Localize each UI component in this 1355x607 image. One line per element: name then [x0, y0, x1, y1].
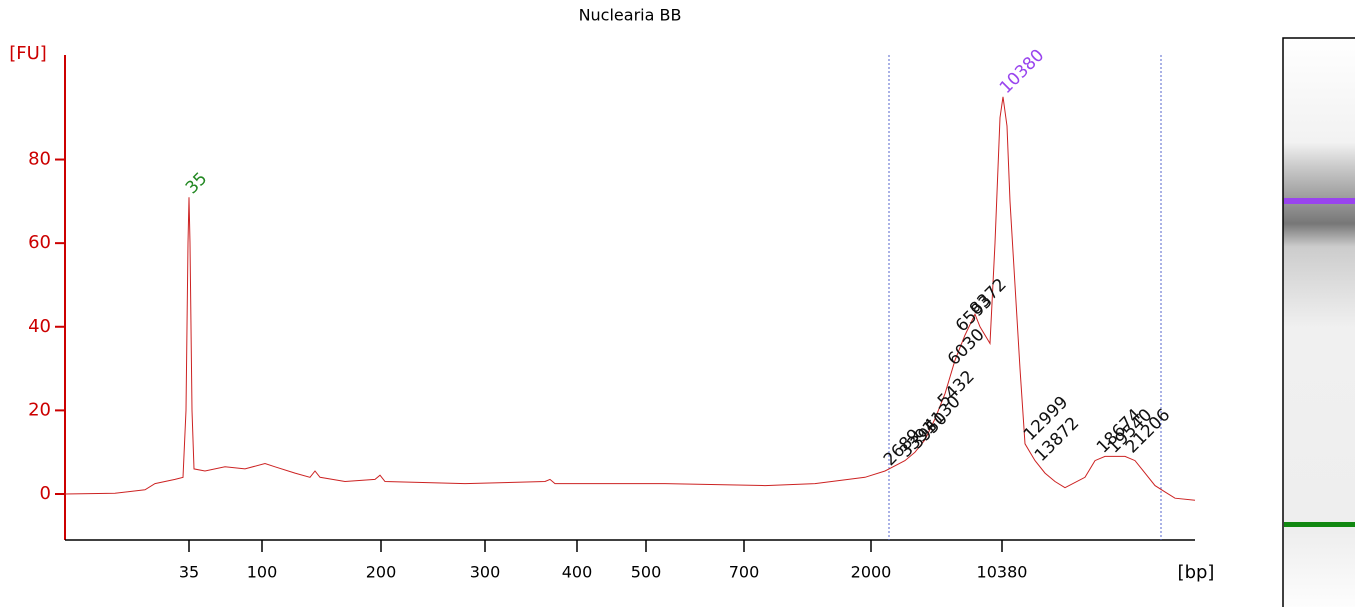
x-tick-label: 200 — [366, 563, 397, 582]
x-tick-label: 500 — [631, 563, 662, 582]
peak-label: 10380 — [996, 45, 1048, 97]
x-tick-label: 300 — [470, 563, 501, 582]
x-tick-label: 10380 — [977, 563, 1028, 582]
gel-lane — [1282, 37, 1355, 607]
gel-band — [1284, 522, 1355, 527]
x-tick-label: 700 — [729, 563, 760, 582]
x-tick-label: 35 — [179, 563, 199, 582]
chart-title: Nuclearia BB — [579, 6, 682, 25]
y-axis-label: [FU] — [9, 43, 47, 64]
x-tick-label: 2000 — [851, 563, 892, 582]
x-tick-label: 400 — [562, 563, 593, 582]
y-tick-label: 20 — [28, 399, 51, 420]
y-tick-label: 0 — [40, 483, 51, 504]
gel-band — [1284, 198, 1355, 204]
x-axis-label: [bp] — [1178, 562, 1215, 583]
trace — [64, 96, 1196, 501]
x-tick-label: 100 — [247, 563, 278, 582]
gel-background — [1282, 37, 1355, 607]
y-tick-label: 40 — [28, 316, 51, 337]
peak-label: 35 — [182, 169, 211, 198]
y-tick-label: 60 — [28, 232, 51, 253]
y-tick-label: 80 — [28, 149, 51, 170]
